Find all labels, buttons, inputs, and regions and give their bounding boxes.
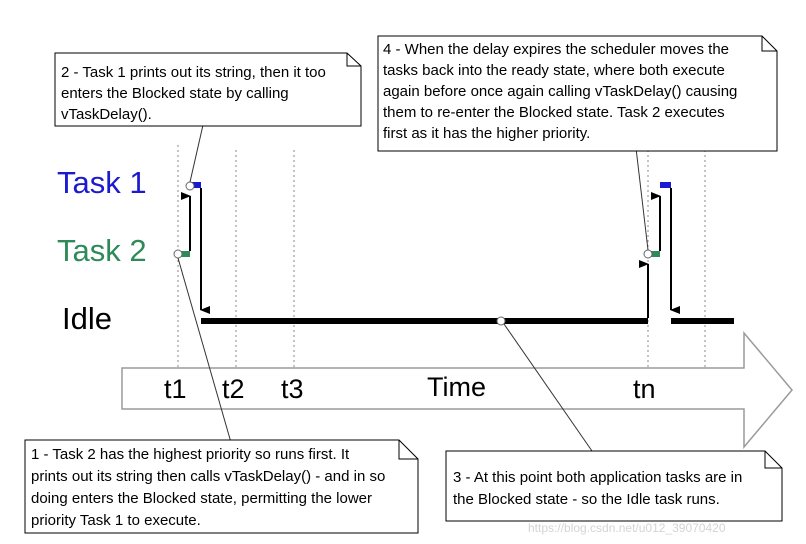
marker-circle-2 xyxy=(185,181,195,191)
leader-note2 xyxy=(189,124,204,183)
note2-line-1: 2 - Task 1 prints out its string, then i… xyxy=(61,64,326,81)
context-switch-arrows xyxy=(181,188,680,318)
marker-circle-3 xyxy=(496,316,506,326)
note1-line-3: doing enters the Blocked state, permitti… xyxy=(31,490,372,507)
note1-line-4: priority Task 1 to execute. xyxy=(31,512,201,529)
time-axis-arrow xyxy=(121,330,793,450)
callout-markers xyxy=(173,181,653,326)
tick-label-t1: t1 xyxy=(164,374,187,404)
callout-leaders xyxy=(177,124,649,452)
leader-note4 xyxy=(635,147,649,251)
note1-line-2: prints out its string then calls vTaskDe… xyxy=(31,468,385,485)
task2-row-label: Task 2 xyxy=(57,233,147,268)
task1-run-block-2 xyxy=(660,182,671,188)
idle-run-bar-2 xyxy=(671,318,734,324)
watermark-text: https://blog.csdn.net/u012_39070420 xyxy=(528,521,726,535)
task1-run-block-1 xyxy=(190,182,201,188)
note4-line-2: tasks back into the ready state, where b… xyxy=(383,62,725,79)
tick-label-tn: tn xyxy=(633,374,656,404)
note2-line-2: enters the Blocked state by calling xyxy=(61,85,289,102)
note2-callout: 2 - Task 1 prints out its string, then i… xyxy=(54,52,362,127)
time-axis-label: Time xyxy=(427,372,486,402)
idle-run-bar-1 xyxy=(201,318,648,324)
marker-circle-1 xyxy=(173,249,183,259)
leader-note3 xyxy=(503,323,593,452)
note2-line-3: vTaskDelay(). xyxy=(61,106,152,123)
note4-line-1: 4 - When the delay expires the scheduler… xyxy=(383,41,729,58)
idle-row-label: Idle xyxy=(62,301,112,336)
leader-note1 xyxy=(177,257,233,447)
note3-line-2: the Blocked state - so the Idle task run… xyxy=(453,491,720,508)
note4-line-5: first as it has the higher priority. xyxy=(383,125,590,142)
note4-line-4: them to re-enter the Blocked state. Task… xyxy=(383,104,725,121)
note3-line-1: 3 - At this point both application tasks… xyxy=(453,469,742,486)
tick-label-t3: t3 xyxy=(281,374,304,404)
marker-circle-4 xyxy=(643,249,653,259)
note1-line-1: 1 - Task 2 has the highest priority so r… xyxy=(31,446,350,463)
note4-callout: 4 - When the delay expires the scheduler… xyxy=(377,35,778,152)
tick-gridlines xyxy=(177,145,706,368)
task2-run-block-1 xyxy=(179,251,190,257)
tick-label-t2: t2 xyxy=(222,374,245,404)
note1-callout: 1 - Task 2 has the highest priority so r… xyxy=(24,439,419,534)
note3-callout: 3 - At this point both application tasks… xyxy=(445,450,783,522)
task2-run-block-2 xyxy=(649,251,660,257)
note4-line-3: again before once again calling vTaskDel… xyxy=(383,83,737,100)
task1-row-label: Task 1 xyxy=(57,165,147,200)
